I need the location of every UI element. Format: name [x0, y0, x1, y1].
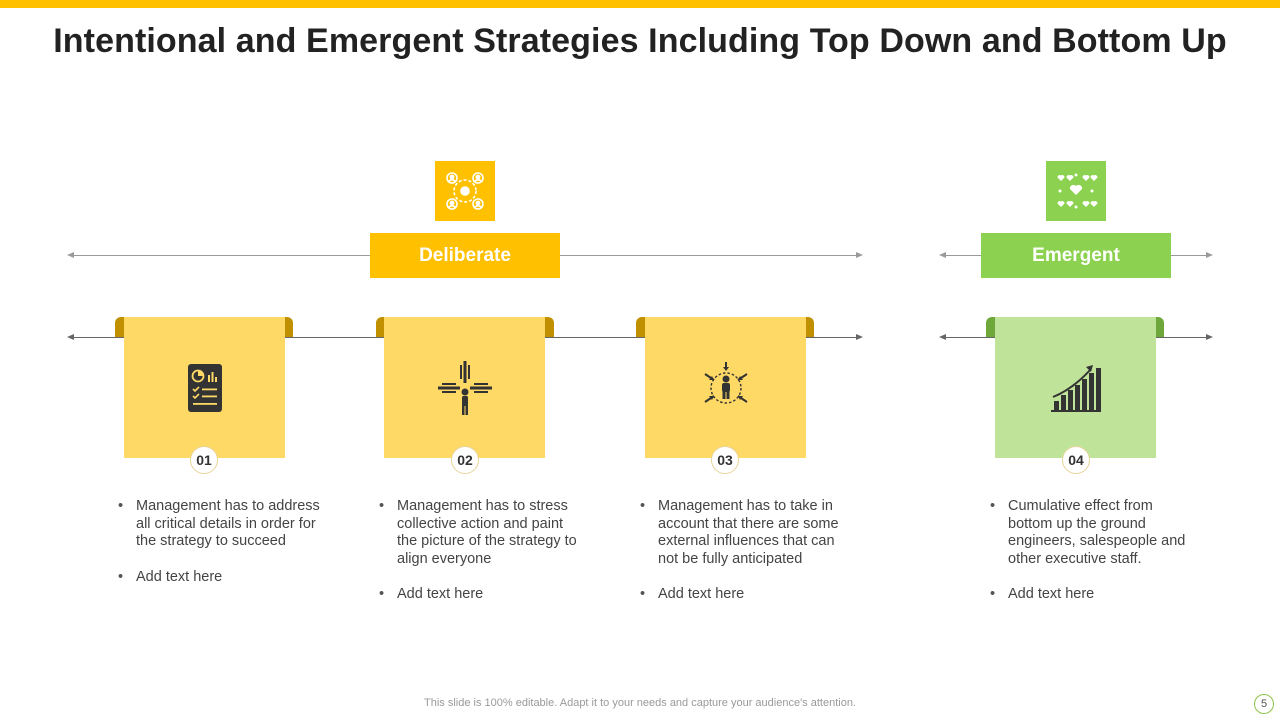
emergent-card-arrow-right: [1206, 334, 1213, 340]
deliberate-card-arrow-left: [67, 334, 74, 340]
footer-note: This slide is 100% editable. Adapt it to…: [424, 697, 856, 709]
emergent-top-arrow-right: [1206, 252, 1213, 258]
deliberate-card-arrow-right: [856, 334, 863, 340]
deliberate-icon-box: [435, 161, 495, 221]
step-number-02: 02: [451, 446, 479, 474]
step-card-02: [384, 317, 545, 458]
step-card-01: [124, 317, 285, 458]
step-card-04: [995, 317, 1156, 458]
bullet-text: Cumulative effect from bottom up the gro…: [990, 498, 1195, 568]
bullet-text: Management has to address all critical d…: [118, 498, 323, 551]
step-number-01: 01: [190, 446, 218, 474]
bullet-text: Management has to stress collective acti…: [379, 498, 584, 568]
step-bullets-03: Management has to take in account that t…: [640, 498, 845, 622]
bullet-text: Add text here: [379, 586, 584, 604]
bullet-text: Add text here: [640, 586, 845, 604]
bullet-text: Add text here: [990, 586, 1195, 604]
deliberate-top-arrow-left: [67, 252, 74, 258]
heart-network-icon: [1057, 173, 1098, 209]
emergent-card-arrow-left: [939, 334, 946, 340]
category-label-deliberate: Deliberate: [370, 233, 560, 278]
step-number-03: 03: [711, 446, 739, 474]
category-label-emergent: Emergent: [981, 233, 1171, 278]
slide-title: Intentional and Emergent Strategies Incl…: [53, 22, 1227, 60]
bullet-text: Add text here: [118, 569, 323, 587]
top-accent-bar: [0, 0, 1280, 8]
bullet-text: Management has to take in account that t…: [640, 498, 845, 568]
step-number-04: 04: [1062, 446, 1090, 474]
step-bullets-02: Management has to stress collective acti…: [379, 498, 584, 622]
report-document-icon: [187, 363, 222, 412]
step-bullets-04: Cumulative effect from bottom up the gro…: [990, 498, 1195, 622]
step-card-03: [645, 317, 806, 458]
people-network-icon: [446, 172, 484, 210]
page-number: 5: [1254, 694, 1274, 714]
emergent-top-arrow-left: [939, 252, 946, 258]
external-influences-icon: [703, 361, 748, 404]
step-bullets-01: Management has to address all critical d…: [118, 498, 323, 604]
emergent-icon-box: [1046, 161, 1106, 221]
collective-action-icon: [437, 360, 492, 415]
growth-chart-icon: [1050, 364, 1101, 412]
deliberate-top-arrow-right: [856, 252, 863, 258]
